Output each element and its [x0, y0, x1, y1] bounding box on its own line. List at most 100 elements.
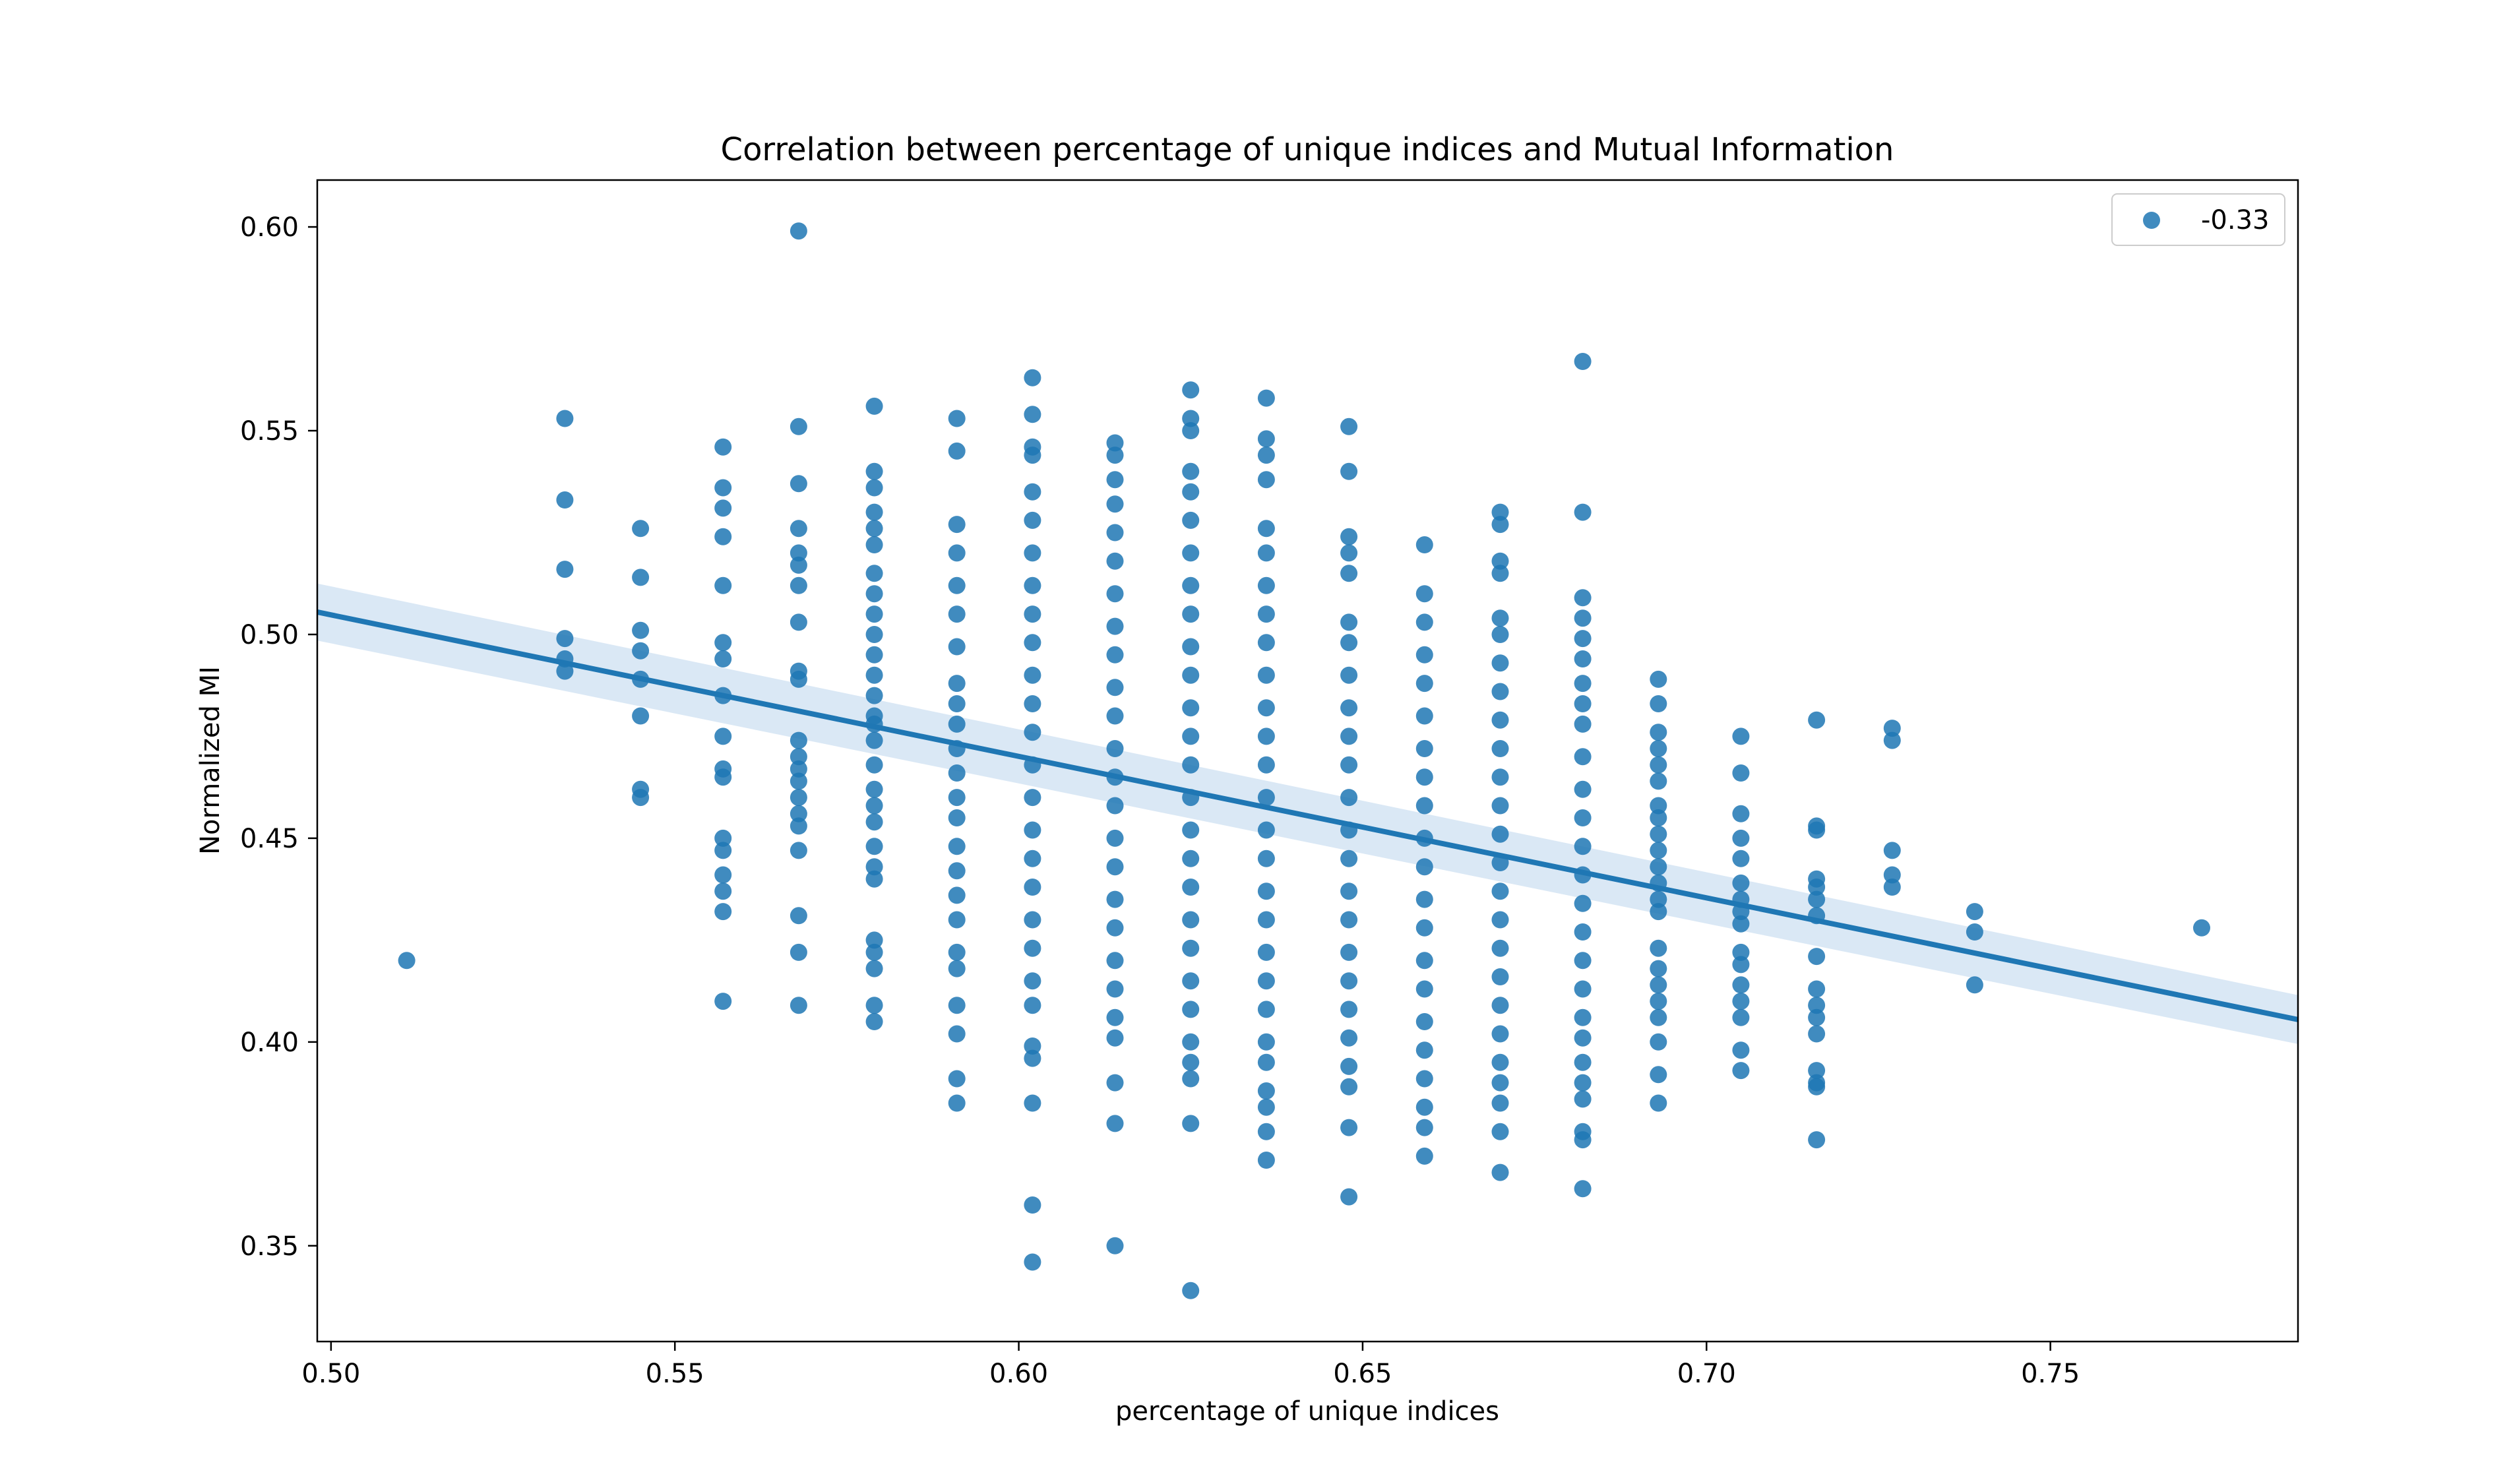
- regression-line: [317, 609, 2299, 1022]
- scatter-point: [1574, 809, 1592, 826]
- scatter-point: [1491, 997, 1509, 1014]
- scatter-point: [714, 993, 732, 1010]
- scatter-point: [1257, 1123, 1275, 1140]
- scatter-point: [1574, 630, 1592, 648]
- scatter-point: [948, 1094, 966, 1112]
- scatter-point: [1106, 952, 1124, 970]
- scatter-point: [1340, 417, 1358, 435]
- scatter-point: [1024, 789, 1041, 807]
- scatter-point: [790, 789, 807, 807]
- scatter-point: [632, 520, 650, 538]
- scatter-point: [1024, 634, 1041, 652]
- scatter-point: [1650, 903, 1667, 921]
- scatter-point: [1808, 948, 1826, 966]
- scatter-point: [1106, 524, 1124, 541]
- scatter-point: [1024, 939, 1041, 957]
- scatter-point: [1024, 576, 1041, 594]
- scatter-point: [632, 569, 650, 586]
- scatter-point: [714, 866, 732, 884]
- scatter-point: [1024, 1094, 1041, 1112]
- scatter-point: [948, 764, 966, 782]
- scatter-point: [790, 817, 807, 835]
- scatter-point: [1024, 821, 1041, 839]
- scatter-point: [1106, 1115, 1124, 1132]
- scatter-point: [1491, 1094, 1509, 1112]
- scatter-point: [1182, 666, 1200, 684]
- scatter-point: [1340, 1001, 1358, 1018]
- scatter-point: [1340, 634, 1358, 652]
- scatter-point: [1883, 842, 1901, 859]
- scatter-point: [556, 410, 574, 427]
- scatter-point: [1106, 679, 1124, 696]
- scatter-point: [865, 997, 883, 1014]
- scatter-point: [714, 499, 732, 517]
- scatter-point: [1574, 1053, 1592, 1071]
- scatter-point: [790, 222, 807, 240]
- scatter-point: [1024, 972, 1041, 990]
- scatter-point: [1415, 919, 1433, 937]
- chart-title: Correlation between percentage of unique…: [721, 131, 1894, 168]
- scatter-point: [1257, 544, 1275, 562]
- scatter-point: [1491, 626, 1509, 643]
- scatter-point: [1257, 850, 1275, 867]
- scatter-point: [714, 903, 732, 921]
- scatter-point: [1808, 1025, 1826, 1043]
- scatter-point: [556, 662, 574, 680]
- scatter-point: [1808, 879, 1826, 896]
- scatter-point: [1650, 976, 1667, 994]
- scatter-point: [1024, 1049, 1041, 1067]
- scatter-point: [1340, 1188, 1358, 1206]
- scatter-point: [1182, 879, 1200, 896]
- scatter-point: [1257, 520, 1275, 538]
- scatter-point: [1182, 462, 1200, 480]
- x-tick-label: 0.65: [1333, 1359, 1392, 1389]
- scatter-point: [865, 646, 883, 664]
- scatter-point: [865, 756, 883, 774]
- scatter-point: [1340, 699, 1358, 717]
- scatter-point: [948, 1070, 966, 1088]
- x-tick-label: 0.50: [301, 1359, 360, 1389]
- scatter-point: [1650, 756, 1667, 774]
- scatter-point: [790, 670, 807, 688]
- scatter-point: [865, 838, 883, 855]
- scatter-point: [1808, 997, 1826, 1014]
- scatter-point: [1808, 821, 1826, 839]
- scatter-point: [1732, 874, 1750, 892]
- scatter-point: [1182, 1282, 1200, 1299]
- scatter-point: [714, 842, 732, 859]
- scatter-point: [1574, 1074, 1592, 1092]
- scatter-point: [1182, 576, 1200, 594]
- scatter-point: [1340, 1057, 1358, 1075]
- scatter-point: [1491, 503, 1509, 521]
- scatter-point: [1024, 447, 1041, 464]
- scatter-point: [865, 503, 883, 521]
- scatter-point: [632, 621, 650, 639]
- scatter-point: [1415, 585, 1433, 603]
- scatter-point: [1257, 756, 1275, 774]
- scatter-point: [1491, 1074, 1509, 1092]
- scatter-point: [1574, 1090, 1592, 1108]
- scatter-point: [1491, 683, 1509, 700]
- scatter-point: [1574, 952, 1592, 970]
- scatter-point: [1340, 462, 1358, 480]
- scatter-point: [632, 707, 650, 725]
- scatter-point: [1491, 882, 1509, 900]
- legend-marker: [2143, 212, 2160, 229]
- scatter-point: [1257, 447, 1275, 464]
- scatter-point: [1257, 389, 1275, 407]
- scatter-point: [1574, 1029, 1592, 1047]
- scatter-point: [1491, 516, 1509, 534]
- scatter-point: [1491, 911, 1509, 929]
- scatter-point: [948, 638, 966, 656]
- scatter-point: [1574, 695, 1592, 712]
- scatter-point: [1024, 605, 1041, 623]
- scatter-point: [790, 772, 807, 790]
- scatter-point: [1340, 911, 1358, 929]
- scatter-point: [1732, 829, 1750, 847]
- scatter-point: [1574, 353, 1592, 370]
- scatter-point: [1415, 980, 1433, 998]
- scatter-point: [1182, 1070, 1200, 1088]
- scatter-point: [1491, 825, 1509, 843]
